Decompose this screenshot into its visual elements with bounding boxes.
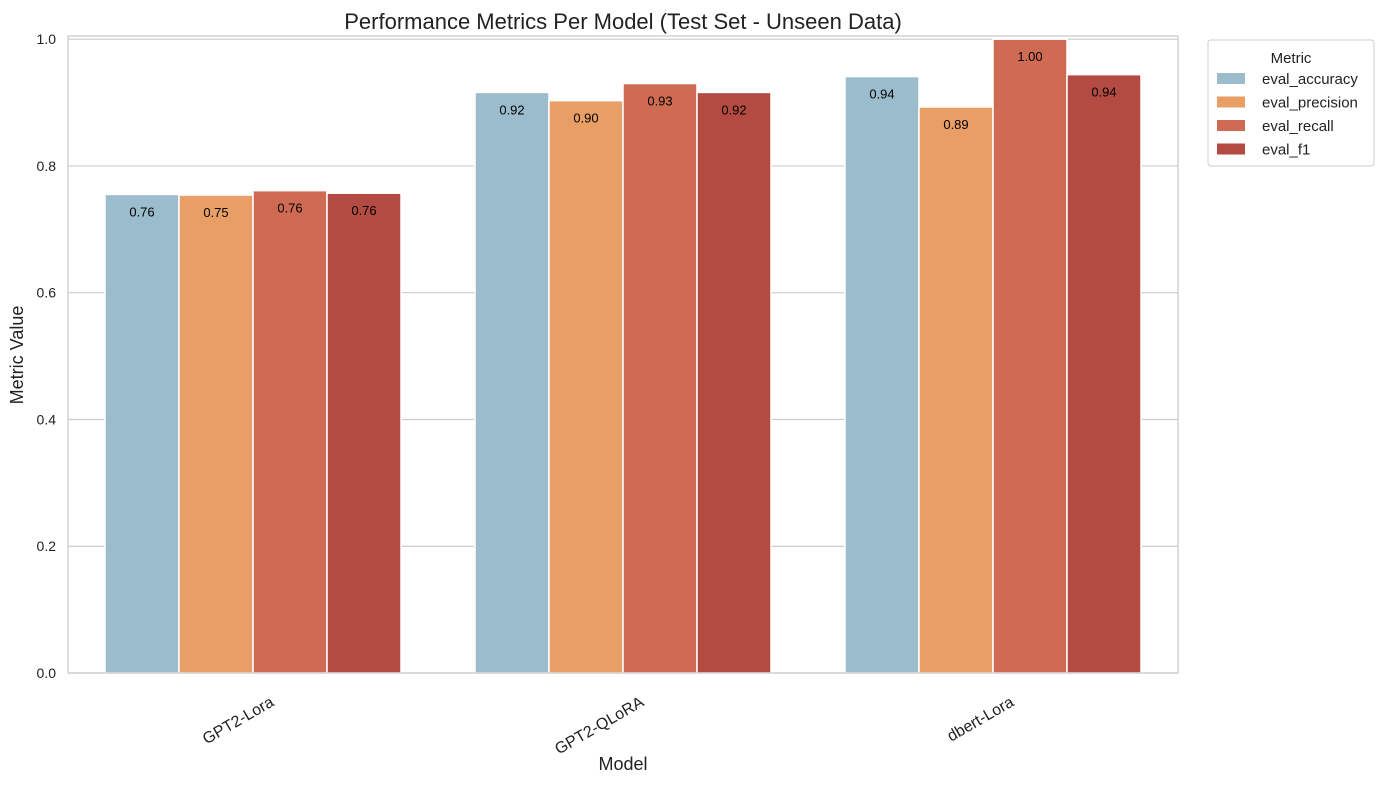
- y-tick-label: 0.2: [37, 538, 57, 554]
- data-label: 0.93: [647, 94, 672, 109]
- data-label: 0.94: [869, 87, 894, 102]
- bar-eval_recall-dbert-Lora: [992, 38, 1068, 674]
- chart-title: Performance Metrics Per Model (Test Set …: [344, 9, 902, 34]
- bars: [104, 38, 1142, 674]
- bar-eval_precision-dbert-Lora: [918, 106, 994, 674]
- x-axis-label: Model: [598, 754, 647, 774]
- y-tick-label: 0.0: [37, 665, 57, 681]
- legend-frame: [1207, 39, 1375, 167]
- bar-eval_accuracy-dbert-Lora: [844, 75, 920, 674]
- legend-label: eval_f1: [1262, 142, 1310, 159]
- y-tick-label: 1.0: [37, 31, 57, 47]
- legend: Metric eval_accuracy eval_precision eval_r…: [1207, 39, 1375, 167]
- legend-title: Metric: [1271, 50, 1312, 67]
- bar-eval_recall-GPT2-Lora: [252, 189, 328, 674]
- legend-swatch: [1217, 96, 1245, 108]
- legend-label: eval_accuracy: [1262, 71, 1358, 88]
- x-tick-label: GPT2-QLoRA: [552, 694, 647, 759]
- data-label: 0.75: [203, 205, 228, 220]
- bar-eval_precision-GPT2-Lora: [178, 194, 254, 674]
- bar-eval_precision-GPT2-QLoRA: [548, 99, 624, 674]
- legend-label: eval_precision: [1262, 95, 1358, 112]
- data-label: 0.76: [129, 204, 154, 219]
- plot-frame: [67, 35, 1179, 674]
- data-label: 0.92: [721, 102, 746, 117]
- y-axis-label: Metric Value: [7, 306, 27, 405]
- data-label: 1.00: [1017, 49, 1042, 64]
- data-label: 0.94: [1091, 85, 1116, 100]
- data-label: 0.76: [277, 201, 302, 216]
- bar-eval_f1-GPT2-Lora: [326, 192, 402, 674]
- data-labels: 0.76 0.75 0.76 0.76 0.92 0.90 0.93 0.92 0.94 0.89…: [129, 49, 1116, 220]
- data-label: 0.92: [499, 102, 524, 117]
- legend-items: eval_accuracy eval_precision eval_recallev…: [1217, 71, 1358, 159]
- bar-eval_accuracy-GPT2-Lora: [104, 193, 180, 674]
- x-tick-label: dbert-Lora: [945, 694, 1018, 746]
- data-label: 0.89: [943, 117, 968, 132]
- legend-label: eval_recall: [1262, 118, 1334, 135]
- bar-eval_recall-GPT2-QLoRA: [622, 82, 698, 674]
- bar-eval_f1-dbert-Lora: [1066, 73, 1142, 674]
- data-label: 0.90: [573, 111, 598, 126]
- y-tick-label: 0.6: [37, 285, 57, 301]
- bar-eval_f1-GPT2-QLoRA: [696, 91, 772, 674]
- legend-swatch: [1217, 120, 1245, 131]
- y-axis-ticks: 0.0 0.2 0.4 0.6 0.8 1.0: [37, 31, 57, 681]
- bar-eval_accuracy-GPT2-QLoRA: [474, 91, 550, 674]
- x-axis-ticks: GPT2-Lora GPT2-QLoRA dbert-Lora: [200, 694, 1017, 759]
- x-tick-label: GPT2-Lora: [200, 694, 277, 748]
- y-tick-label: 0.4: [37, 411, 57, 427]
- legend-swatch: [1217, 73, 1245, 84]
- legend-swatch: [1217, 143, 1245, 155]
- y-tick-label: 0.8: [37, 158, 57, 174]
- data-label: 0.76: [351, 203, 376, 218]
